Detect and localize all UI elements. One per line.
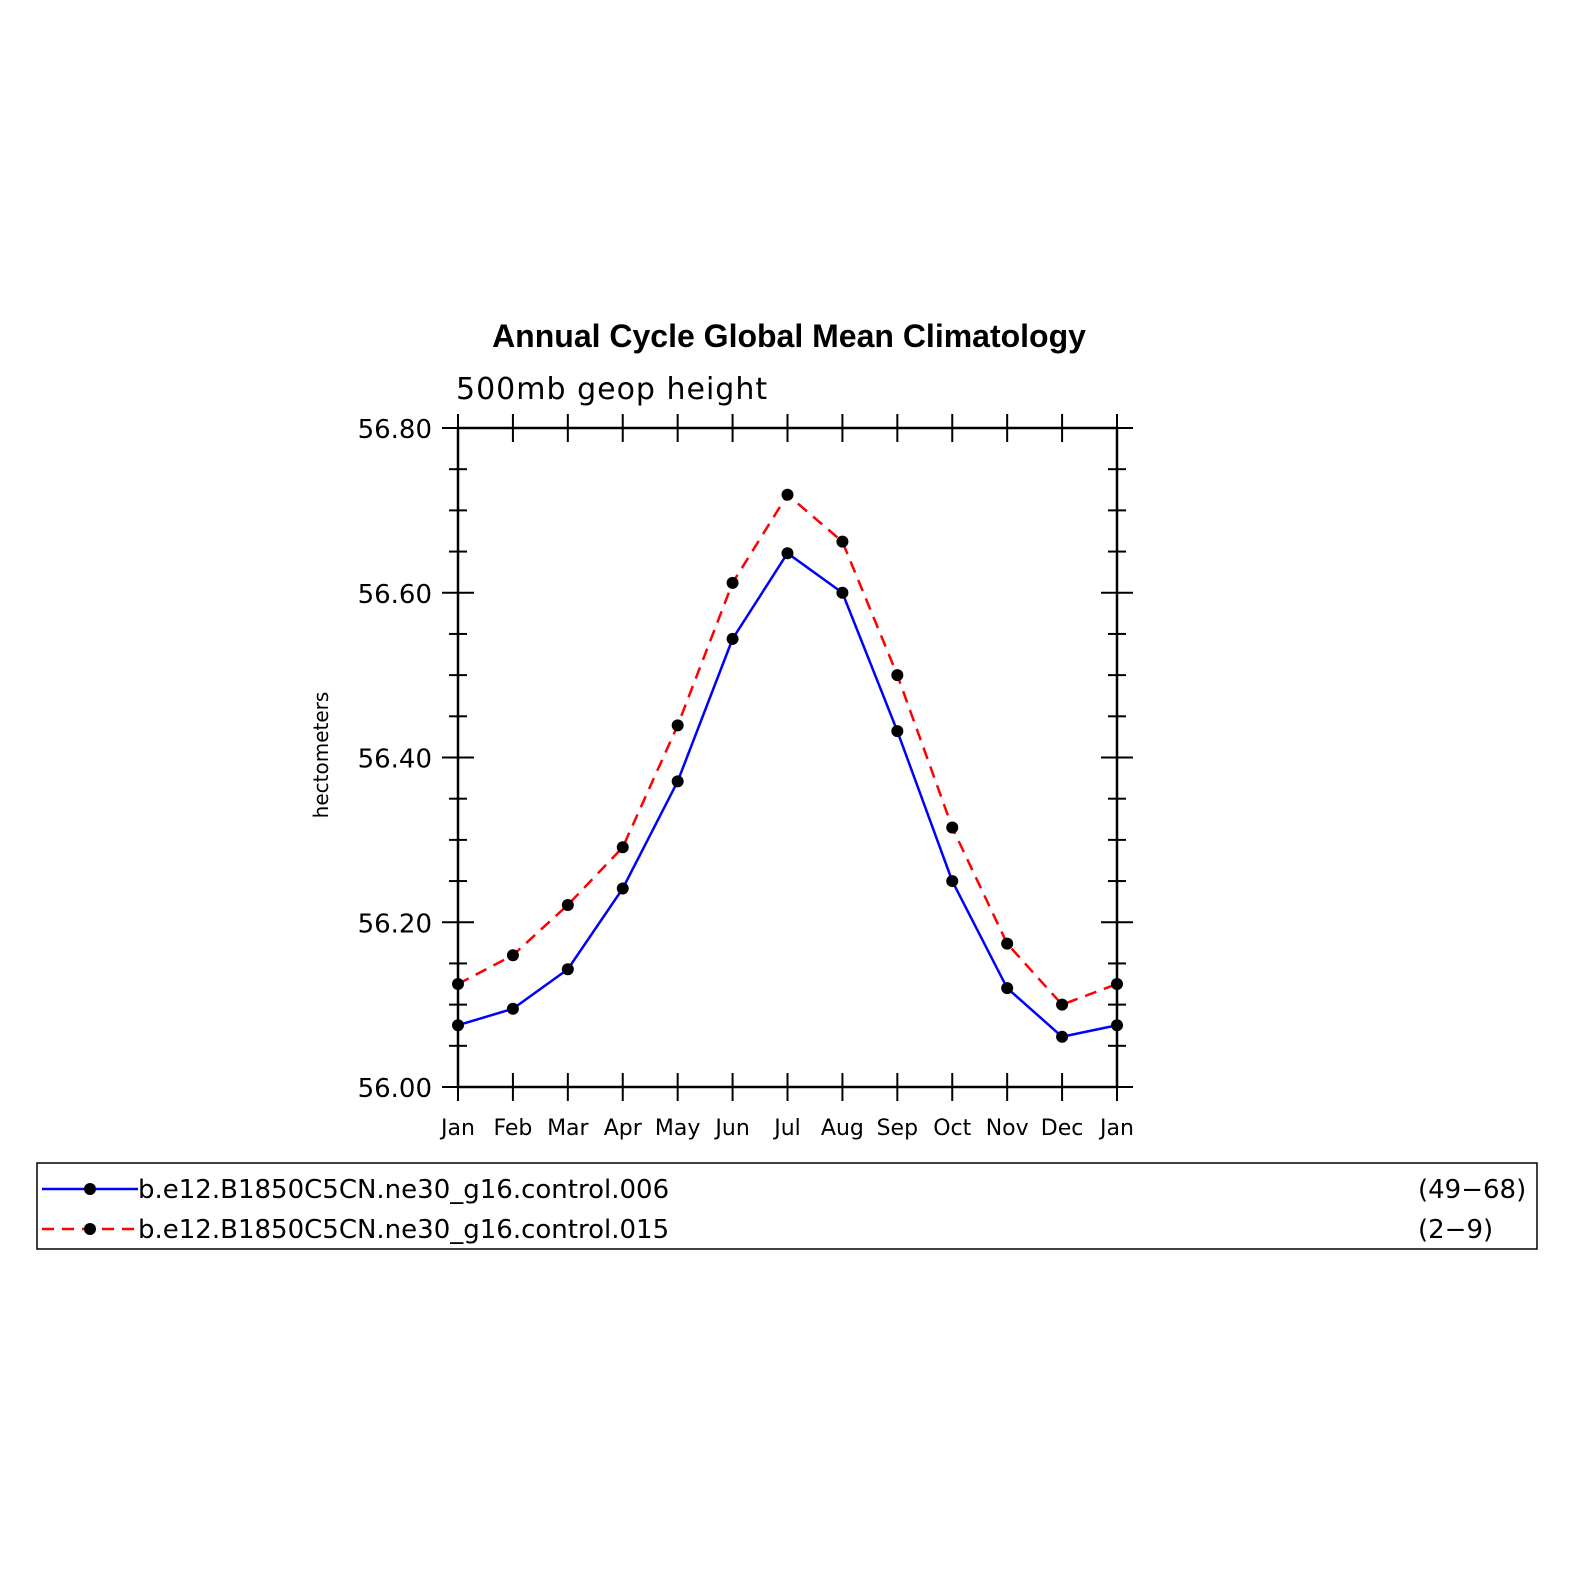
plot-frame xyxy=(456,426,1119,1089)
y-tick-label: 56.60 xyxy=(358,580,432,610)
data-point xyxy=(616,841,629,854)
data-point xyxy=(836,586,849,599)
x-tick-label: Apr xyxy=(604,1116,643,1141)
data-point xyxy=(781,547,794,560)
legend-years: (2−9) xyxy=(1418,1215,1493,1245)
data-point xyxy=(1001,982,1014,995)
data-point xyxy=(1111,978,1123,991)
x-tick-label: Jun xyxy=(713,1116,749,1141)
data-point xyxy=(561,898,574,911)
x-tick-label: Feb xyxy=(493,1116,532,1141)
y-axis-label: hectometers xyxy=(309,692,333,819)
legend-label: b.e12.B1850C5CN.ne30_g16.control.015 xyxy=(138,1215,669,1245)
legend-box xyxy=(36,1162,1538,1250)
legend-marker xyxy=(84,1223,96,1235)
y-tick-label: 56.40 xyxy=(358,745,432,775)
data-point xyxy=(452,1019,464,1032)
data-point xyxy=(781,488,794,501)
data-point xyxy=(1056,1030,1069,1043)
series-line-1 xyxy=(457,551,1118,1039)
data-point xyxy=(946,875,959,888)
data-point xyxy=(1001,937,1014,950)
legend: b.e12.B1850C5CN.ne30_g16.control.006 (49−… xyxy=(42,1175,1526,1245)
data-point xyxy=(1056,998,1069,1011)
series-line-2 xyxy=(457,492,1118,1007)
data-point xyxy=(1111,1019,1123,1032)
series-layer xyxy=(452,488,1123,1043)
axis-ticks: Jan Feb Mar Apr May Jun Jul Aug Sep Oct Nov Dec Jan 5… xyxy=(358,414,1134,1141)
legend-marker xyxy=(84,1183,96,1195)
y-tick-label: 56.00 xyxy=(358,1074,432,1104)
data-point xyxy=(891,669,904,682)
x-tick-label: Jan xyxy=(1098,1116,1134,1141)
chart-title: Annual Cycle Global Mean Climatology xyxy=(492,318,1086,354)
data-point xyxy=(561,963,574,976)
legend-years: (49−68) xyxy=(1418,1175,1526,1205)
x-tick-label: Mar xyxy=(547,1116,589,1141)
data-point xyxy=(946,821,959,834)
data-point xyxy=(506,949,519,962)
data-point xyxy=(506,1002,519,1015)
y-tick-label: 56.20 xyxy=(358,909,432,939)
data-point xyxy=(726,632,739,645)
x-tick-label: Aug xyxy=(821,1116,864,1141)
data-point xyxy=(891,725,904,738)
data-point xyxy=(671,775,684,788)
data-point xyxy=(671,719,684,732)
x-tick-label: Jan xyxy=(439,1116,475,1141)
data-point xyxy=(452,978,464,991)
plot-axes xyxy=(456,426,1119,1089)
data-point xyxy=(616,882,629,895)
chart-subtitle: 500mb geop height xyxy=(456,372,768,407)
y-tick-label: 56.80 xyxy=(358,415,432,445)
x-tick-label: Sep xyxy=(877,1116,918,1141)
x-tick-label: Dec xyxy=(1041,1116,1084,1141)
x-tick-label: Jul xyxy=(772,1116,801,1141)
x-tick-label: Nov xyxy=(986,1116,1029,1141)
x-tick-label: Oct xyxy=(933,1116,971,1141)
legend-label: b.e12.B1850C5CN.ne30_g16.control.006 xyxy=(138,1175,669,1205)
data-point xyxy=(726,576,739,589)
data-point xyxy=(836,535,849,548)
x-tick-label: May xyxy=(655,1116,700,1141)
